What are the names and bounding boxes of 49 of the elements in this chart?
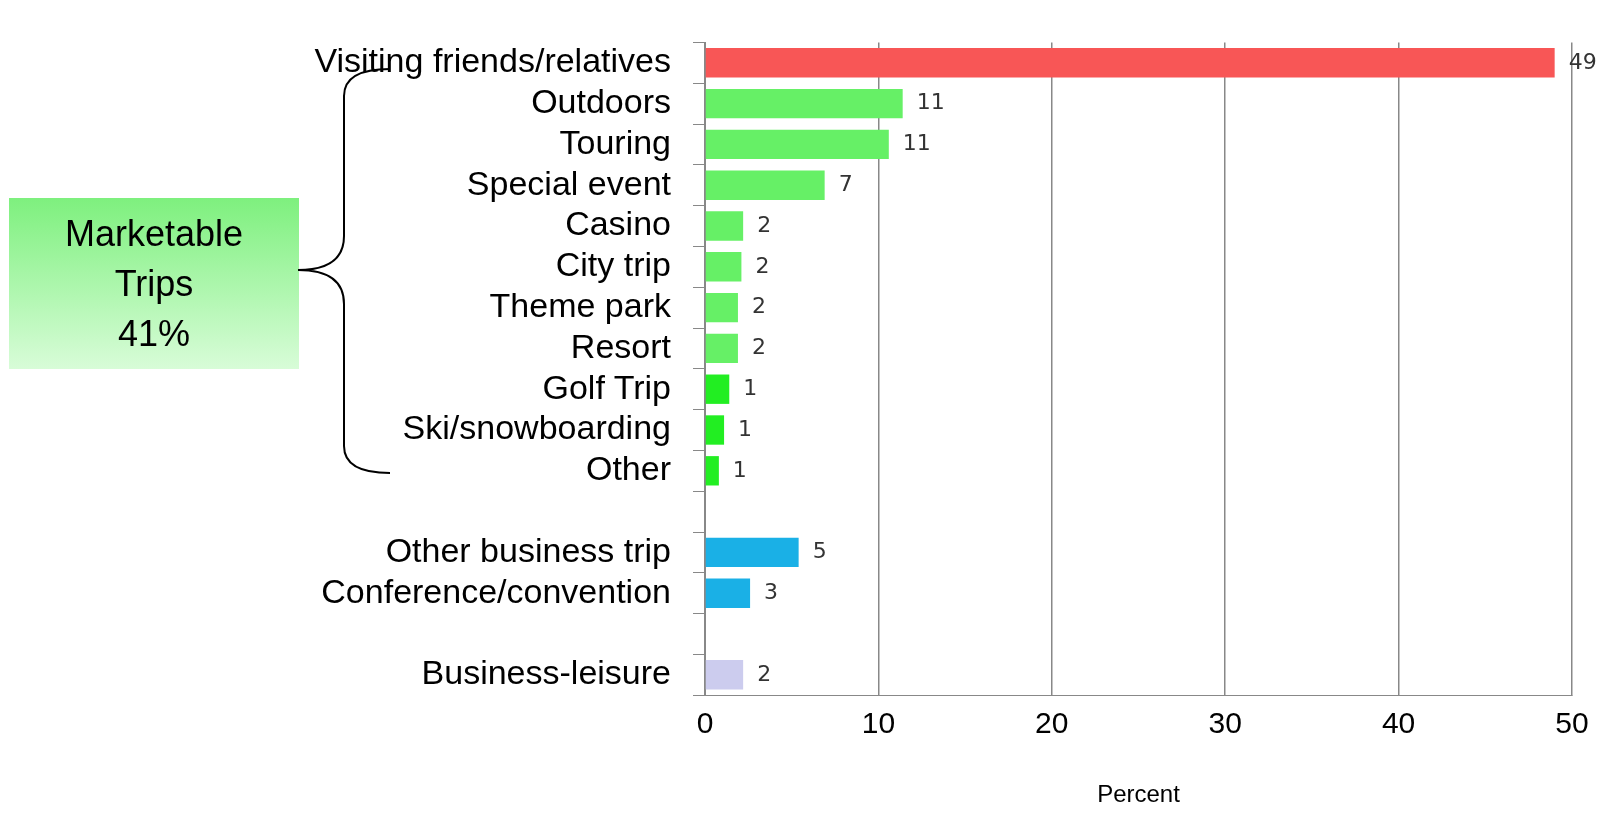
bar [705, 48, 1555, 78]
bar [705, 292, 738, 323]
bar [705, 456, 719, 486]
data-label: 2 [757, 211, 772, 237]
x-tick-label: 30 [1208, 706, 1242, 740]
y-tick-label: Business-leisure [421, 653, 671, 692]
y-tick-label: Casino [565, 204, 671, 243]
data-label: 1 [738, 415, 753, 441]
y-tick-label: Touring [559, 122, 671, 161]
y-tick-label: Conference/convention [321, 571, 671, 610]
x-tick-label: 0 [696, 706, 714, 740]
x-tick-label: 40 [1381, 706, 1416, 740]
bar [705, 660, 744, 690]
y-tick-label: Ski/snowboarding [402, 408, 671, 447]
x-tick-label: 10 [861, 706, 896, 740]
x-tick-label: 50 [1555, 706, 1589, 740]
bar [705, 252, 742, 282]
bar [705, 333, 738, 364]
data-label: 2 [757, 660, 772, 686]
data-label: 11 [916, 89, 945, 115]
data-label: 2 [751, 293, 766, 319]
x-axis-title: Percent [1097, 780, 1181, 808]
x-tick-label: 20 [1035, 706, 1069, 740]
data-label: 11 [902, 130, 931, 156]
data-label: 2 [755, 252, 770, 278]
text: Marketable Trips 41% [9, 198, 299, 369]
y-tick-label: Theme park [489, 285, 672, 324]
data-label: 5 [812, 538, 827, 564]
bar [705, 578, 751, 608]
y-tick-label: Resort [570, 326, 672, 365]
y-tick-label: Visiting friends/relatives [314, 41, 671, 80]
bar [705, 211, 744, 241]
bar [705, 129, 889, 160]
y-tick-label: Outdoors [531, 81, 671, 120]
data-label: 3 [764, 578, 779, 604]
y-tick-label: City trip [555, 245, 671, 284]
bar [705, 374, 730, 404]
bar [705, 170, 825, 200]
data-label: 1 [732, 456, 747, 482]
data-label: 1 [743, 374, 758, 400]
bar [705, 537, 799, 568]
bar [705, 415, 725, 445]
y-tick-label: Special event [466, 163, 672, 202]
bar [705, 88, 903, 119]
data-label: 2 [751, 334, 766, 360]
y-tick-label: Golf Trip [542, 367, 671, 406]
y-tick-label: Other business trip [385, 530, 671, 569]
data-label: 7 [838, 170, 853, 196]
y-tick-label: Other [585, 449, 671, 488]
